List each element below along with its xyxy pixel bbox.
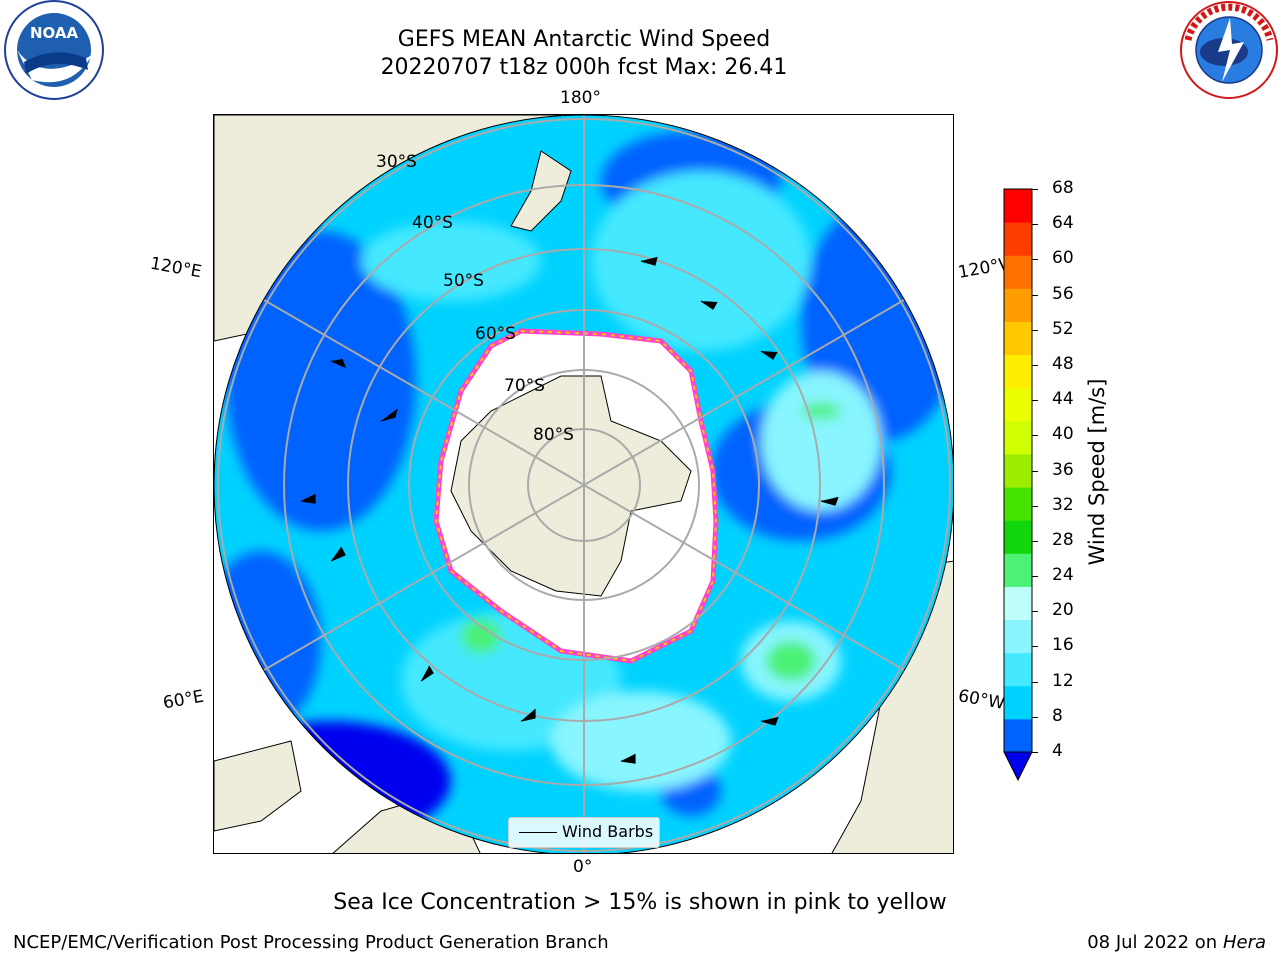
colorbar-segment <box>1004 718 1032 753</box>
colorbar-tick-mark <box>1032 329 1038 331</box>
colorbar-tick-label: 16 <box>1052 635 1074 656</box>
legend-line-swatch <box>519 832 557 833</box>
lat-label-50s: 50°S <box>443 271 484 291</box>
colorbar-segment <box>1004 652 1032 687</box>
lon-label-120e: 120°E <box>148 253 204 283</box>
colorbar-tick-mark <box>1032 681 1038 683</box>
colorbar-tick-mark <box>1032 540 1038 542</box>
colorbar-tick-mark <box>1032 364 1038 366</box>
wind-speed-map <box>213 114 954 854</box>
colorbar-segment <box>1004 453 1032 488</box>
colorbar-tick-label: 28 <box>1052 529 1074 550</box>
legend-label: Wind Barbs <box>562 822 654 841</box>
colorbar-tick-label: 44 <box>1052 389 1074 410</box>
lon-label-180: 180° <box>560 88 601 108</box>
colorbar-tick-mark <box>1032 646 1038 648</box>
graticule <box>217 115 951 853</box>
colorbar-tick-mark <box>1032 752 1038 753</box>
footer-date-text: 08 Jul 2022 on <box>1087 932 1223 953</box>
nws-logo <box>1180 1 1278 99</box>
lon-label-60e: 60°E <box>161 686 206 714</box>
colorbar-tick-mark <box>1032 470 1038 472</box>
colorbar-tick-mark <box>1032 611 1038 613</box>
colorbar-tick-mark <box>1032 576 1038 578</box>
sea-ice-caption: Sea Ice Concentration > 15% is shown in … <box>333 890 947 915</box>
colorbar-tick-label: 12 <box>1052 670 1074 691</box>
colorbar-tick-mark <box>1032 189 1038 190</box>
lat-label-40s: 40°S <box>412 213 453 233</box>
chart-subtitle: 20220707 t18z 000h fcst Max: 26.41 <box>380 55 788 80</box>
colorbar-segment <box>1004 354 1032 389</box>
lon-label-0: 0° <box>573 857 593 877</box>
colorbar-tick-mark <box>1032 505 1038 507</box>
colorbar-segment <box>1004 387 1032 422</box>
new-zealand <box>510 150 572 232</box>
colorbar-under-triangle <box>1003 751 1033 782</box>
colorbar-segment <box>1004 520 1032 554</box>
colorbar-tick-mark <box>1032 259 1038 261</box>
colorbar-tick-mark <box>1032 294 1038 296</box>
footer-branch: NCEP/EMC/Verification Post Processing Pr… <box>13 932 609 953</box>
colorbar-segment <box>1004 288 1032 322</box>
colorbar-tick-label: 4 <box>1052 741 1063 761</box>
map-legend: Wind Barbs <box>508 817 660 848</box>
colorbar-tick-mark <box>1032 716 1038 718</box>
noaa-logo: NOAA <box>4 0 104 100</box>
colorbar-label: Wind Speed [m/s] <box>1085 378 1109 566</box>
colorbar-tick-label: 64 <box>1052 213 1074 234</box>
footer-host: Hera <box>1222 932 1266 953</box>
colorbar-segment <box>1004 189 1032 223</box>
colorbar-tick-label: 56 <box>1052 283 1074 304</box>
lat-label-70s: 70°S <box>504 376 545 396</box>
colorbar-tick-mark <box>1032 400 1038 402</box>
colorbar-segment <box>1004 553 1032 587</box>
lon-label-60w: 60°W <box>956 686 1007 714</box>
colorbar-segment <box>1004 586 1032 621</box>
colorbar-tick-label: 8 <box>1052 705 1063 726</box>
colorbar-segment <box>1004 420 1032 455</box>
colorbar-segment <box>1004 222 1032 256</box>
colorbar-tick-label: 40 <box>1052 424 1074 445</box>
colorbar-tick-label: 36 <box>1052 459 1074 480</box>
lat-label-80s: 80°S <box>533 425 574 445</box>
chart-title: GEFS MEAN Antarctic Wind Speed <box>397 27 771 52</box>
colorbar-tick-mark <box>1032 224 1038 226</box>
colorbar-segment <box>1004 619 1032 654</box>
colorbar <box>1003 188 1033 782</box>
colorbar-segment <box>1004 487 1032 521</box>
colorbar-segment <box>1004 255 1032 289</box>
lat-label-60s: 60°S <box>475 324 516 344</box>
wind-barbs <box>300 256 839 764</box>
footer-date: 08 Jul 2022 on Hera <box>1087 932 1266 953</box>
colorbar-tick-label: 48 <box>1052 353 1074 374</box>
colorbar-tick-label: 52 <box>1052 318 1074 339</box>
lat-label-30s: 30°S <box>376 152 417 172</box>
colorbar-tick-label: 20 <box>1052 600 1074 621</box>
colorbar-segment <box>1004 321 1032 356</box>
colorbar-segment <box>1004 685 1032 720</box>
colorbar-tick-label: 24 <box>1052 565 1074 586</box>
colorbar-tick-mark <box>1032 435 1038 437</box>
map-canvas <box>214 115 953 853</box>
colorbar-tick-label: 60 <box>1052 248 1074 269</box>
antarctica <box>450 375 692 597</box>
colorbar-tick-label: 32 <box>1052 494 1074 515</box>
svg-text:NOAA: NOAA <box>30 24 79 42</box>
colorbar-tick-label: 68 <box>1052 178 1074 198</box>
